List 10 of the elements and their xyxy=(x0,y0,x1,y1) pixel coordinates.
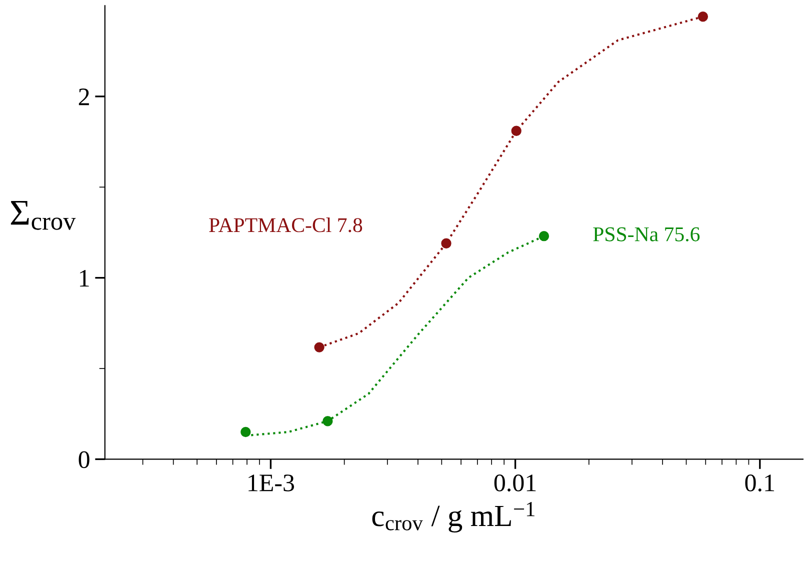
x-axis-title: c$_{crov}$ / g mL$^{−1}$ xyxy=(372,502,534,533)
x-tick-label: 1E-3 xyxy=(248,474,294,492)
text: PAPTMAC-Cl 7.8 xyxy=(209,218,362,232)
y-tick-label: 2 xyxy=(78,88,89,106)
y-tick-label: 0 xyxy=(78,451,90,468)
x-tick-label: 0.1 xyxy=(745,474,774,492)
y-tick-label: 1 xyxy=(80,270,89,286)
text: PSS-Na 75.6 xyxy=(593,227,700,242)
y-axis-title: Σ$_{crov}$ xyxy=(10,200,76,230)
x-tick-label: 0.01 xyxy=(494,474,536,492)
